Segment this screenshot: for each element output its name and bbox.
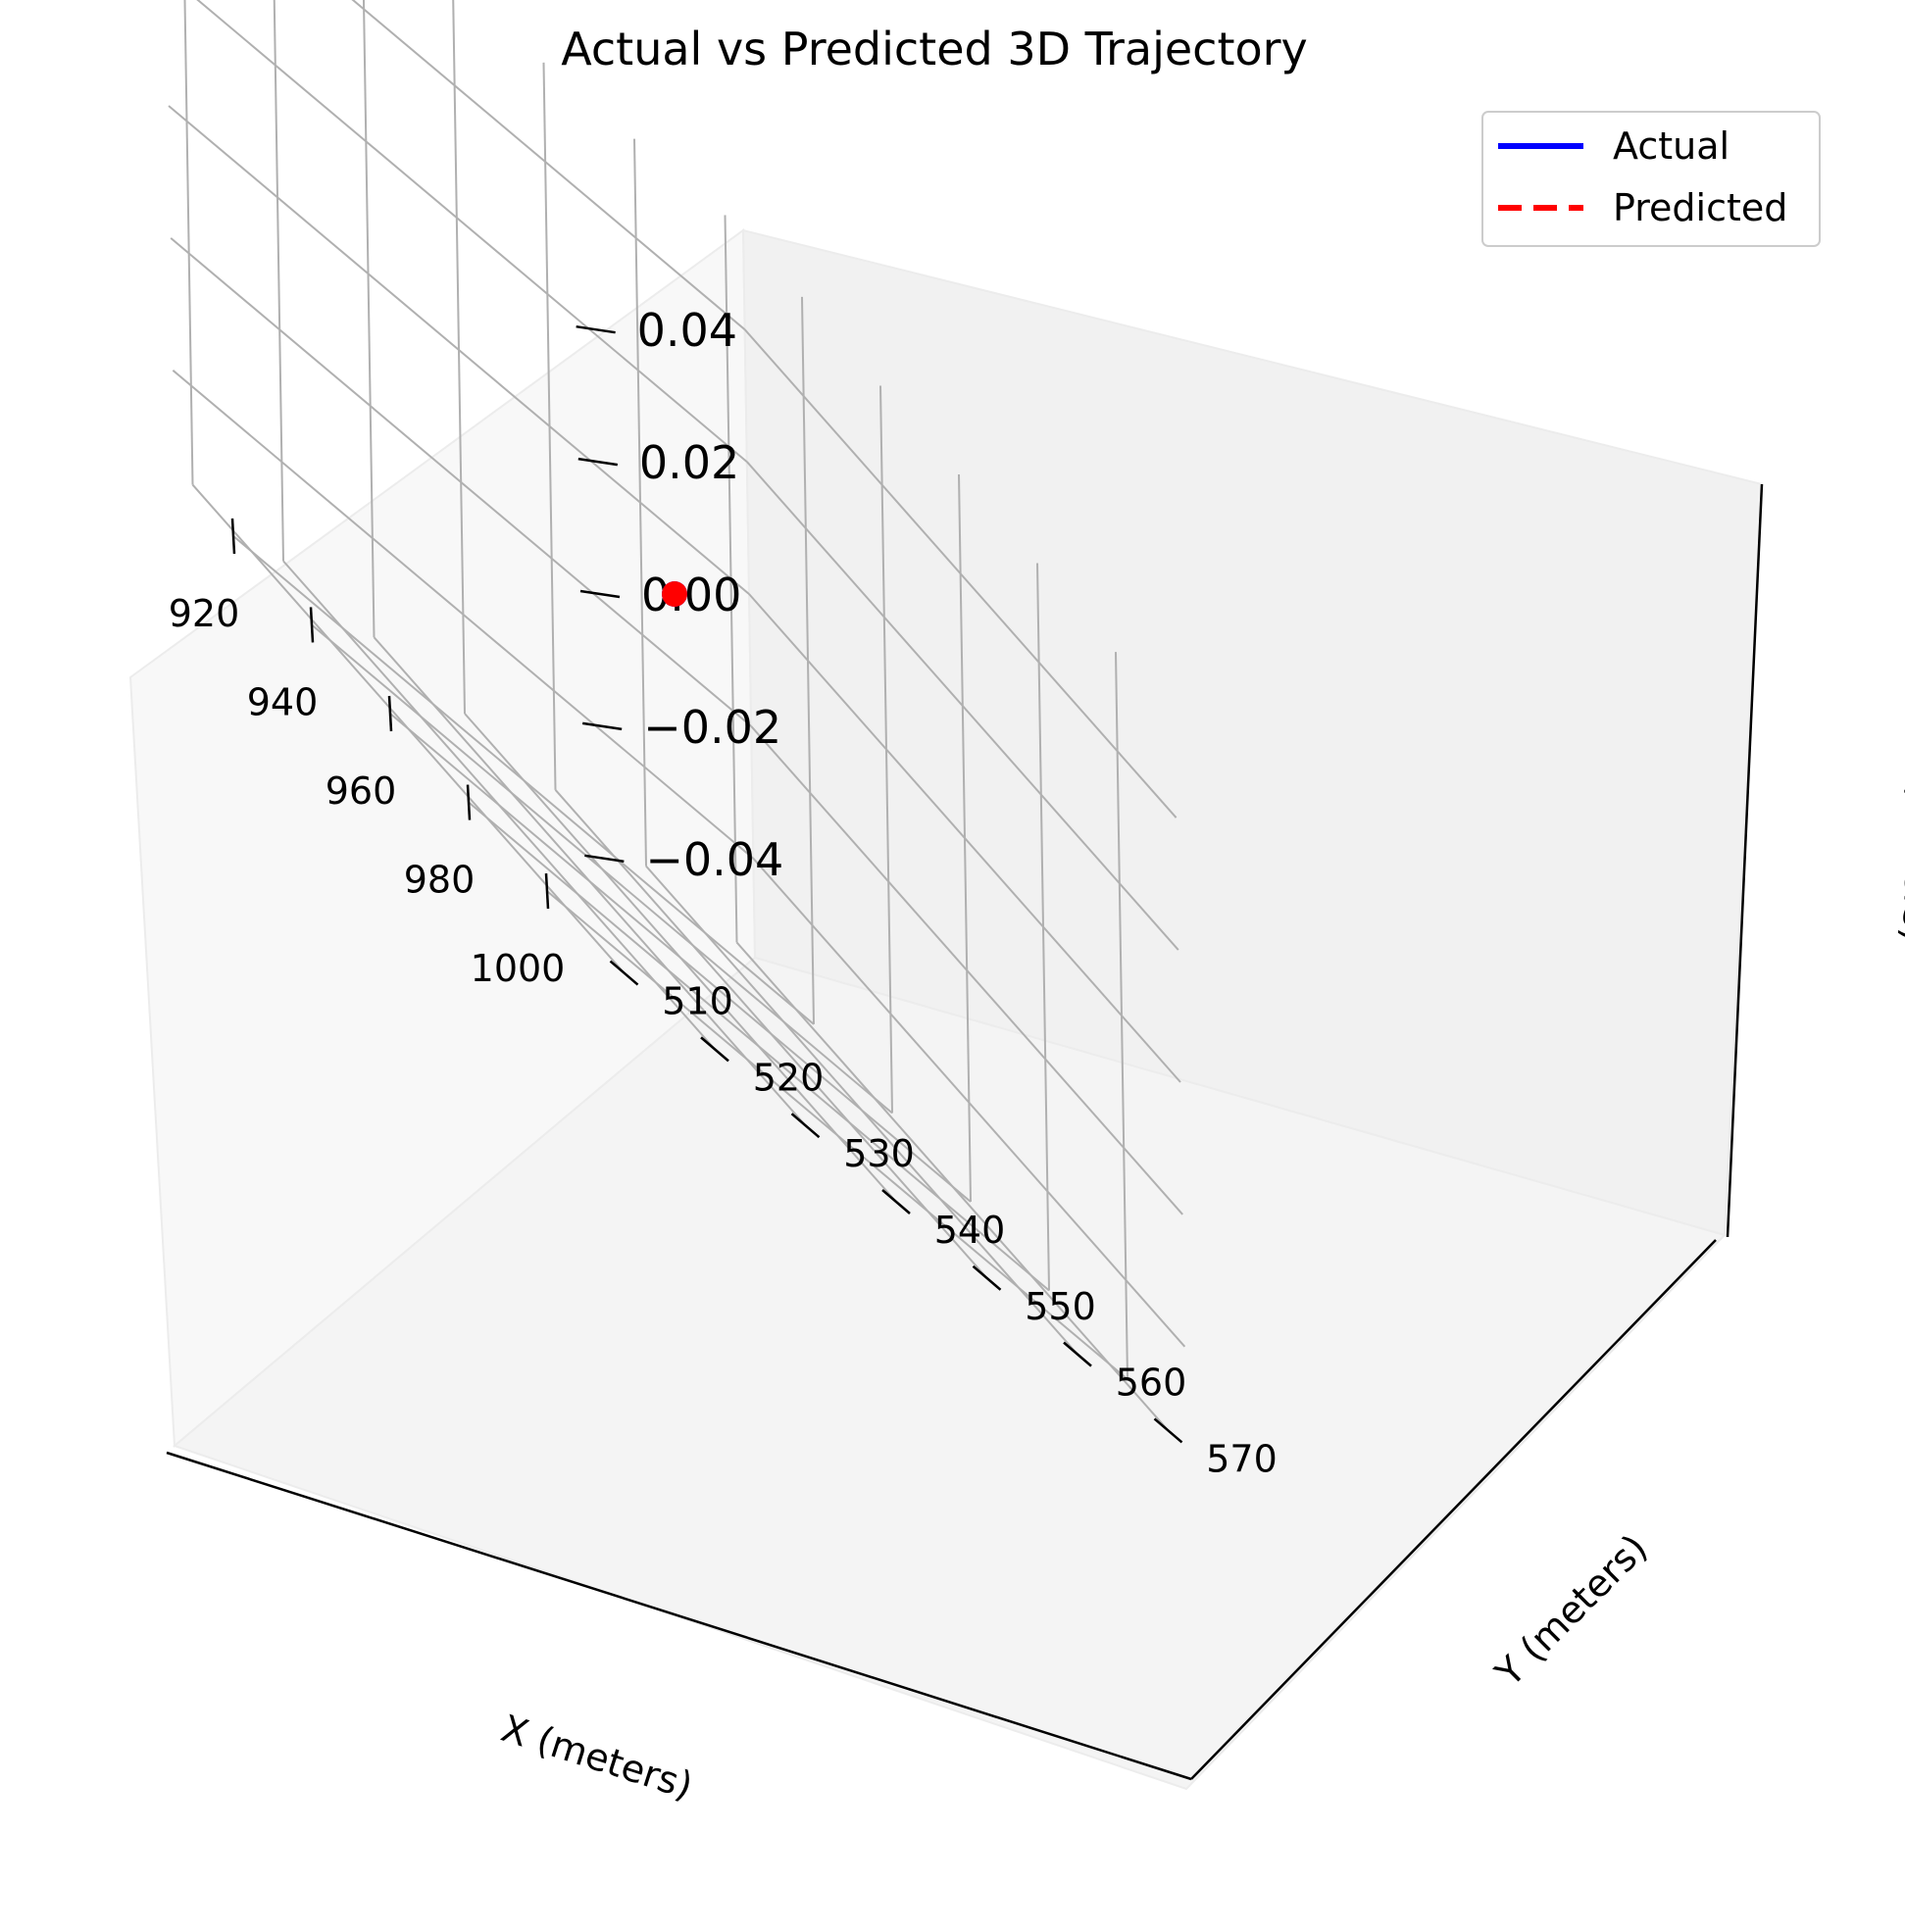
- x-tick-label: 980: [404, 859, 476, 902]
- grid-line-z-left: [351, 0, 746, 330]
- x-tick-mark: [466, 784, 472, 820]
- y-tick-mark: [881, 1189, 911, 1214]
- grid-line-y-floor: [191, 483, 626, 974]
- x-axis-label: X (meters): [496, 1707, 698, 1808]
- z-tick-mark: [577, 457, 619, 467]
- grid-line-y-left: [183, 0, 194, 485]
- grid-line-z-back: [748, 593, 1181, 1083]
- x-tick-label: 940: [247, 680, 319, 723]
- y-tick-label: 560: [1116, 1362, 1187, 1405]
- y-tick-label: 530: [843, 1132, 915, 1175]
- z-axis-label: Z (meters): [1894, 744, 1905, 944]
- grid-line-y-floor: [464, 713, 897, 1203]
- legend-actual-label: Actual: [1613, 124, 1730, 168]
- grid-line-y-left: [273, 0, 284, 562]
- chart-title: Actual vs Predicted 3D Trajectory: [561, 23, 1308, 75]
- legend-predicted-label: Predicted: [1613, 186, 1787, 229]
- y-tick-mark: [972, 1264, 1002, 1291]
- grid-line-z-left: [196, 0, 748, 463]
- z-tick-label: 0.00: [641, 569, 741, 621]
- z-tick-label: 0.04: [637, 304, 737, 357]
- z-tick-mark: [581, 721, 623, 731]
- y-tick-label: 550: [1025, 1285, 1096, 1328]
- data-point-predicted: [662, 581, 687, 607]
- x-tick-mark: [309, 607, 315, 643]
- y-tick-label: 540: [934, 1209, 1006, 1252]
- z-tick-mark: [579, 589, 621, 599]
- y-tick-mark: [790, 1113, 821, 1139]
- z-tick-label: 0.02: [639, 436, 739, 489]
- z-tick-label: −0.02: [643, 701, 781, 754]
- grid-line-y-floor: [645, 865, 1078, 1356]
- z-axis-line: [1726, 483, 1764, 1238]
- y-tick-mark: [700, 1036, 729, 1063]
- x-tick-label: 920: [169, 592, 240, 635]
- grid-line-z-left: [168, 105, 750, 595]
- y-tick-label: 520: [753, 1056, 825, 1099]
- z-tick-mark: [576, 324, 616, 334]
- grid-line-z-back: [746, 461, 1179, 951]
- grid-line-z-left: [170, 237, 752, 727]
- y-tick-mark: [609, 960, 639, 986]
- z-tick-mark: [584, 854, 625, 864]
- grid-line-y-floor: [735, 941, 1170, 1432]
- x-tick-mark: [230, 518, 236, 554]
- floor-pane: [172, 956, 1727, 1791]
- y-axis-label: Y (meters): [1486, 1526, 1656, 1696]
- grid-line-y-floor: [554, 789, 988, 1279]
- legend: Actual Predicted: [1481, 111, 1821, 247]
- y-tick-mark: [1153, 1417, 1183, 1444]
- grid-line-z-back: [743, 328, 1178, 818]
- x-tick-label: 960: [326, 769, 397, 813]
- x-tick-mark: [544, 873, 550, 910]
- y-tick-label: 510: [662, 980, 733, 1023]
- y-axis-line: [1190, 1239, 1717, 1780]
- y-tick-label: 570: [1206, 1437, 1278, 1480]
- grid-line-z-back: [752, 858, 1186, 1348]
- x-tick-label: 1000: [471, 947, 566, 990]
- x-axis-line: [166, 1451, 1192, 1781]
- grid-line-y-floor: [373, 636, 807, 1126]
- y-tick-mark: [1063, 1341, 1092, 1367]
- grid-line-z-left: [172, 370, 755, 860]
- axis-lines: [166, 483, 1764, 1781]
- x-tick-mark: [387, 695, 393, 732]
- z-tick-label: −0.04: [645, 833, 783, 886]
- grid-lines: [168, 0, 1186, 1432]
- grid-line-z-back: [750, 725, 1183, 1215]
- axes-panes: [128, 228, 1764, 1791]
- grid-line-y-floor: [282, 560, 716, 1051]
- data-marks: [662, 581, 687, 607]
- axis-ticks: 920 940 960 980 1000 510 520 530 540 550 560 570 0.0…: [169, 304, 1278, 1480]
